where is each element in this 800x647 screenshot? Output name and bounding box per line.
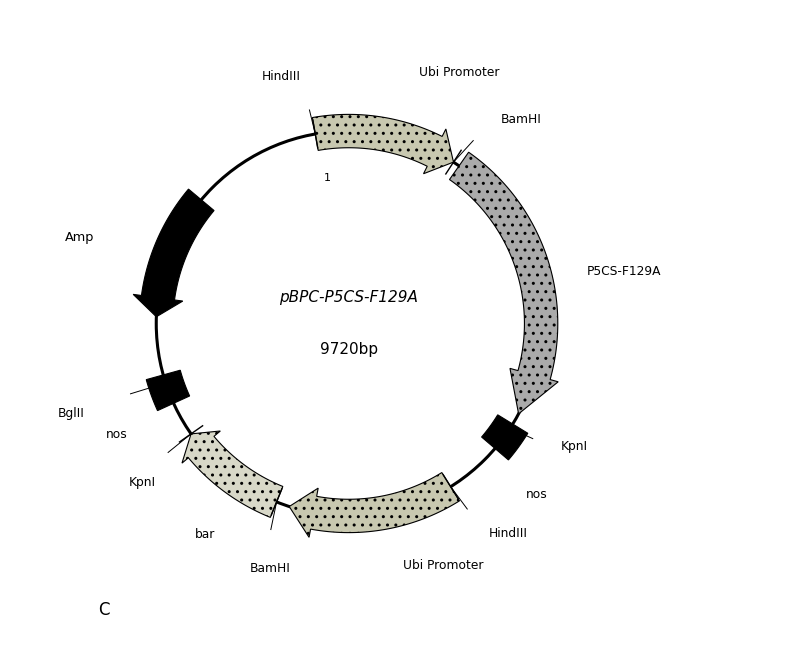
Text: C: C [98,600,110,619]
PathPatch shape [450,152,558,414]
PathPatch shape [146,370,190,411]
PathPatch shape [482,415,528,460]
Text: Ubi Promoter: Ubi Promoter [418,65,499,79]
Text: BamHI: BamHI [250,562,290,575]
Text: BglII: BglII [58,407,85,420]
Text: nos: nos [526,488,547,501]
Text: bar: bar [195,529,215,542]
Text: 9720bp: 9720bp [320,342,378,356]
Text: nos: nos [106,428,127,441]
Text: HindIII: HindIII [489,527,528,540]
Text: KpnI: KpnI [561,440,588,453]
Text: pBPC-P5CS-F129A: pBPC-P5CS-F129A [279,291,418,305]
Text: 1: 1 [324,173,330,183]
Text: BamHI: BamHI [501,113,542,126]
Text: KpnI: KpnI [129,476,156,489]
Text: P5CS-F129A: P5CS-F129A [586,265,661,278]
PathPatch shape [133,189,214,317]
Text: Ubi Promoter: Ubi Promoter [403,559,484,572]
PathPatch shape [312,115,454,174]
Text: Amp: Amp [65,232,94,245]
PathPatch shape [290,472,459,537]
PathPatch shape [182,431,283,518]
Text: HindIII: HindIII [262,71,301,83]
